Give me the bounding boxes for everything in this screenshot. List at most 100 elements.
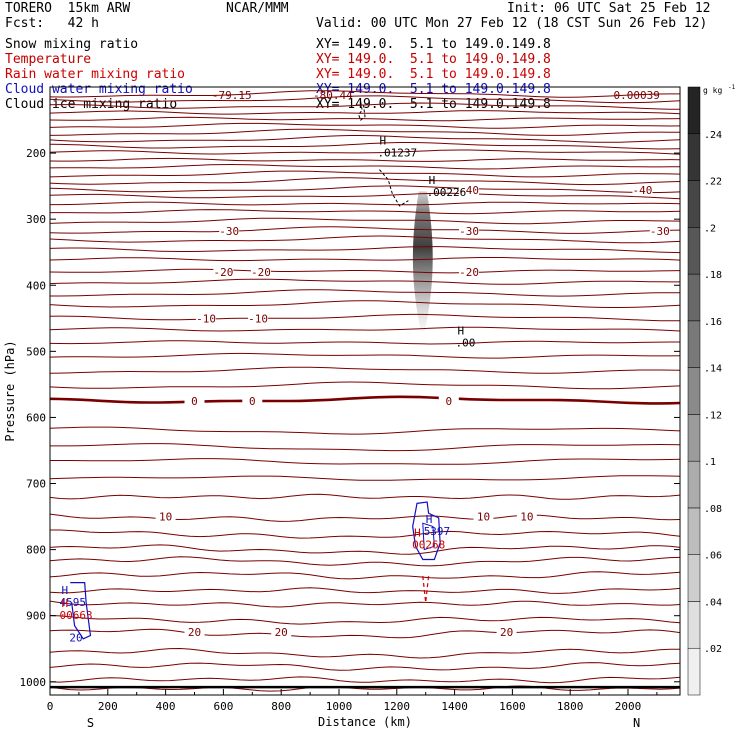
temperature-contour (50, 209, 681, 215)
max-marker-h: H (62, 584, 69, 597)
cloud-ice-contour (379, 169, 409, 207)
temperature-contour (49, 142, 681, 150)
temperature-contour (50, 443, 681, 452)
temperature-contour (49, 257, 681, 262)
temperature-contour (49, 395, 681, 405)
colorbar-segment (687, 647, 701, 696)
contour-label-bg (219, 225, 240, 238)
temperature-contour-label: -20 (213, 266, 233, 279)
x-tick-label: 1000 (326, 700, 353, 713)
colorbar-segment (687, 180, 701, 228)
contour-label-bg (632, 184, 653, 197)
cloud-water-contour-label: 20 (69, 632, 82, 645)
contour-label-bg (496, 626, 517, 639)
field-name: Rain water mixing ratio (5, 67, 186, 82)
model-title: TORERO 15km ARW (5, 1, 131, 16)
colorbar-segment (687, 414, 701, 462)
temperature-contour (49, 587, 681, 594)
y-tick-label: 600 (26, 411, 46, 424)
temperature-contour (49, 268, 681, 274)
temperature-contour (49, 326, 681, 332)
temperature-contour-label: -30 (650, 225, 670, 238)
colorbar-segment (687, 367, 701, 415)
temperature-contour-label: 0 (445, 395, 452, 408)
top-value-label: -80.44 (313, 89, 353, 102)
x-tick-label: 0 (47, 700, 54, 713)
temperature-contour-label: -20 (251, 266, 271, 279)
temperature-contour-label: 0 (249, 395, 256, 408)
contour-label-bg (516, 510, 537, 523)
colorbar-tick-label: .18 (704, 270, 722, 281)
max-marker-value: 5397 (424, 525, 451, 538)
temperature-contour (49, 544, 681, 555)
field-xy-range: XY= 149.0. 5.1 to 149.0.149.8 (316, 67, 551, 82)
y-tick-label: 1000 (20, 676, 47, 689)
temperature-contour-label: 20 (188, 626, 201, 639)
cloud-water-contour (70, 582, 92, 640)
temperature-contour-label: 20 (275, 626, 288, 639)
temperature-contour (49, 95, 681, 104)
colorbar-tick-label: .1 (704, 457, 716, 468)
max-marker-value: 00268 (412, 538, 445, 551)
temperature-contour (49, 177, 681, 186)
max-marker-h: H (379, 134, 386, 147)
x-tick-label: 1400 (441, 700, 468, 713)
temperature-contour-label: -40 (459, 184, 479, 197)
temperature-contour-label: 10 (477, 511, 490, 524)
temperature-contour (49, 366, 681, 374)
temperature-contour (49, 556, 681, 567)
temperature-contour (49, 135, 681, 143)
x-tick-label: 600 (213, 700, 233, 713)
max-marker-value: .01237 (377, 146, 417, 159)
snow-mixing-ratio-shading (412, 191, 433, 332)
temperature-contour (49, 381, 681, 390)
rain-water-contour (422, 575, 430, 603)
temperature-contour (49, 313, 680, 322)
temperature-contour (50, 458, 681, 465)
field-name: Snow mixing ratio (5, 37, 139, 52)
temperature-contour (49, 157, 681, 162)
x-tick-label: 400 (156, 700, 176, 713)
temperature-contour (49, 615, 681, 625)
cloud-water-contour (412, 501, 441, 561)
temperature-contour-label: 0 (191, 395, 198, 408)
colorbar-segment (687, 554, 701, 602)
temperature-contour-label: -10 (248, 312, 268, 325)
x-tick-label: 800 (271, 700, 291, 713)
forecast-hour: Fcst: 42 h (5, 16, 99, 31)
colorbar-segment (687, 601, 701, 649)
temperature-contour-label: -30 (459, 225, 479, 238)
field-xy-range: XY= 149.0. 5.1 to 149.0.149.8 (316, 52, 551, 67)
colorbar-tick-label: .24 (704, 130, 722, 141)
max-marker-value: .00 (455, 337, 475, 350)
temperature-contour-label: 10 (520, 511, 533, 524)
colorbar-unit-exponent: -1 (728, 84, 736, 91)
contour-label-bg (248, 312, 269, 325)
temperature-contour (50, 529, 681, 539)
contour-label-bg (459, 266, 480, 279)
y-tick-label: 300 (26, 213, 46, 226)
max-marker-value: .00226 (427, 186, 467, 199)
temperature-contour (49, 235, 681, 244)
colorbar-segment (687, 460, 701, 509)
field-xy-range: XY= 149.0. 5.1 to 149.0.149.8 (316, 37, 551, 52)
temperature-contour-label: -20 (459, 266, 479, 279)
temperature-contour (49, 475, 681, 481)
contour-label-bg (271, 626, 292, 639)
contour-label-bg (473, 510, 494, 523)
temperature-contour (49, 192, 681, 200)
temperature-contour (49, 278, 680, 285)
y-tick-label: 200 (26, 147, 46, 160)
temperature-contour (49, 628, 681, 639)
temperature-contour-label: -10 (196, 312, 216, 325)
south-end-label: S (87, 716, 94, 730)
x-tick-label: 1800 (557, 700, 584, 713)
contour-label-bg (649, 225, 670, 238)
temperature-contour (49, 185, 681, 194)
temperature-contour (49, 90, 680, 98)
temperature-contour (49, 246, 681, 254)
temperature-contour (49, 600, 681, 608)
cloud-water-contour (422, 522, 435, 551)
center-label: NCAR/MMM (226, 1, 289, 16)
